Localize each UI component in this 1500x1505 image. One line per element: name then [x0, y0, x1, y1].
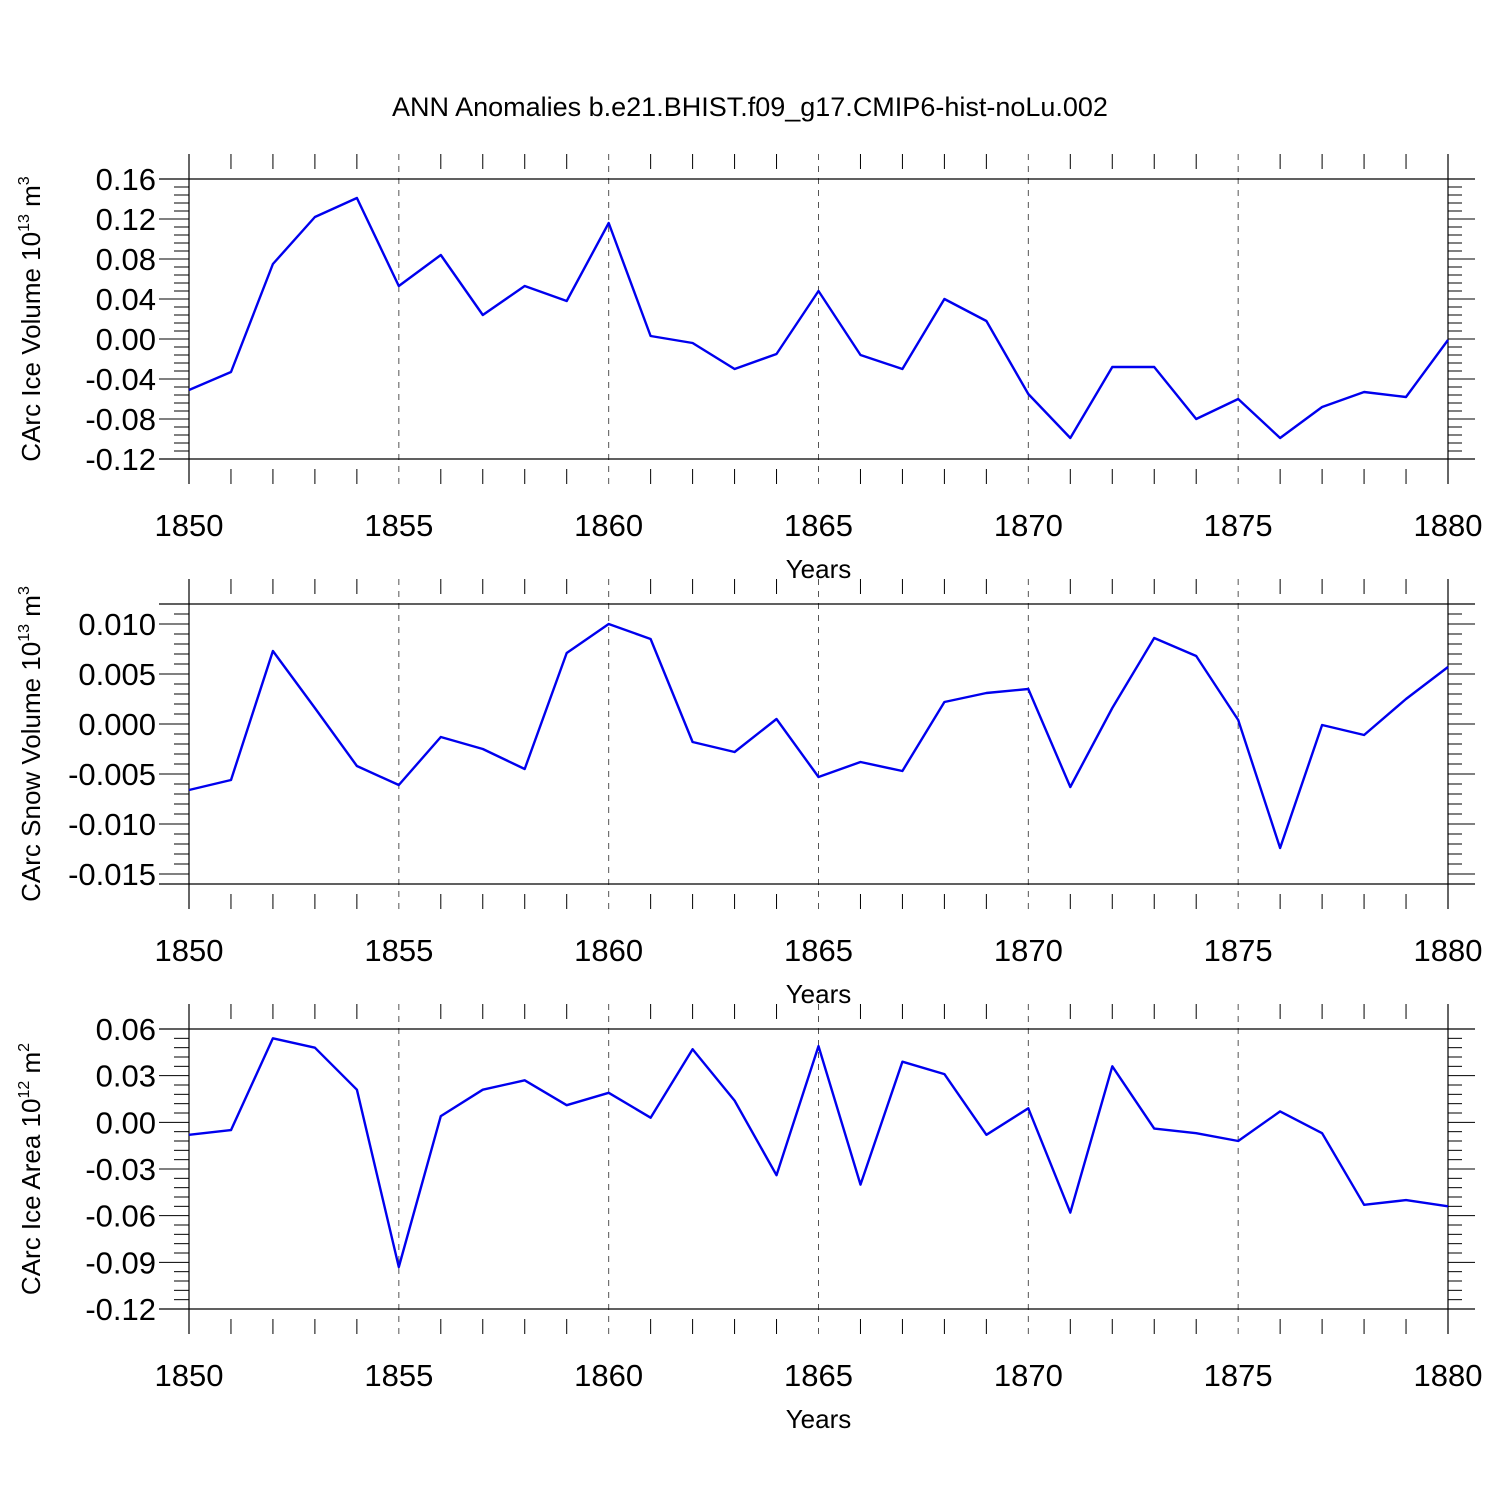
- x-tick-label: 1855: [364, 933, 433, 968]
- y-label-text: m: [16, 1052, 46, 1081]
- y-tick-label: 0.04: [96, 282, 156, 317]
- x-tick-label: 1870: [994, 508, 1063, 543]
- y-tick-label: 0.005: [78, 657, 156, 692]
- figure-title: ANN Anomalies b.e21.BHIST.f09_g17.CMIP6-…: [392, 92, 1108, 122]
- series-line: [188, 196, 1449, 440]
- y-tick-label: 0.08: [96, 242, 156, 277]
- y-tick-label: -0.015: [68, 857, 156, 892]
- y-label-superscript: 2: [16, 1043, 33, 1052]
- y-tick-label: -0.12: [85, 442, 156, 477]
- panels: 0.16 0.12 0.08 0.04 0.00 -0.04 -0.08 -0.12 1850 1…: [16, 154, 1482, 1434]
- x-tick-label: 1860: [574, 1358, 643, 1393]
- y-label-superscript: 3: [16, 586, 33, 595]
- y-axis-label: CArc Snow Volume 1013 m3: [16, 586, 46, 902]
- y-label-text: CArc Snow Volume 10: [16, 642, 46, 902]
- y-tick-label: -0.12: [85, 1292, 156, 1327]
- x-axis-label: Years: [786, 1404, 852, 1434]
- panel-3: 0.06 0.03 0.00 -0.03 -0.06 -0.09 -0.12 1850 1855…: [16, 1004, 1482, 1434]
- y-tick-label: 0.00: [96, 322, 156, 357]
- x-tick-label: 1880: [1414, 933, 1483, 968]
- x-tick-label: 1880: [1414, 508, 1483, 543]
- y-tick-label: 0.06: [96, 1012, 156, 1047]
- y-tick-label: -0.010: [68, 807, 156, 842]
- series-line: [188, 1037, 1449, 1269]
- x-tick-label: 1860: [574, 508, 643, 543]
- y-tick-label: -0.03: [85, 1152, 156, 1187]
- y-label-text: CArc Ice Volume 10: [16, 232, 46, 462]
- x-tick-label: 1875: [1204, 1358, 1273, 1393]
- y-tick-label: -0.09: [85, 1245, 156, 1280]
- y-label-text: m: [16, 595, 46, 624]
- y-tick-label: 0.000: [78, 707, 156, 742]
- y-axis-label: CArc Ice Area 1012 m2: [16, 1043, 46, 1295]
- y-tick-label: -0.08: [85, 402, 156, 437]
- y-label-superscript: 3: [16, 176, 33, 185]
- x-tick-label: 1850: [155, 933, 224, 968]
- y-label-superscript: 13: [16, 624, 33, 642]
- x-tick-label: 1875: [1204, 933, 1273, 968]
- y-label-superscript: 12: [16, 1081, 33, 1099]
- y-tick-label: 0.12: [96, 202, 156, 237]
- y-tick-label: -0.005: [68, 757, 156, 792]
- panel-1: 0.16 0.12 0.08 0.04 0.00 -0.04 -0.08 -0.12 1850 1…: [16, 154, 1482, 584]
- series-line: [188, 622, 1449, 850]
- x-tick-label: 1875: [1204, 508, 1273, 543]
- y-tick-label: 0.010: [78, 607, 156, 642]
- x-tick-label: 1860: [574, 933, 643, 968]
- x-tick-label: 1880: [1414, 1358, 1483, 1393]
- x-tick-label: 1855: [364, 1358, 433, 1393]
- y-label-text: m: [16, 185, 46, 214]
- x-tick-label: 1865: [784, 508, 853, 543]
- y-tick-label: -0.04: [85, 362, 156, 397]
- y-label-superscript: 13: [16, 214, 33, 232]
- y-tick-label: 0.00: [96, 1105, 156, 1140]
- y-label-text: CArc Ice Area 10: [16, 1099, 46, 1296]
- x-tick-label: 1870: [994, 933, 1063, 968]
- y-tick-label: -0.06: [85, 1199, 156, 1234]
- x-tick-label: 1850: [155, 508, 224, 543]
- y-tick-label: 0.16: [96, 162, 156, 197]
- x-tick-label: 1850: [155, 1358, 224, 1393]
- panel-2: 0.010 0.005 0.000 -0.005 -0.010 -0.015 1850 185…: [16, 579, 1482, 1009]
- y-tick-label: 0.03: [96, 1059, 156, 1094]
- x-tick-label: 1865: [784, 1358, 853, 1393]
- x-tick-label: 1870: [994, 1358, 1063, 1393]
- x-tick-label: 1865: [784, 933, 853, 968]
- x-tick-label: 1855: [364, 508, 433, 543]
- y-axis-label: CArc Ice Volume 1013 m3: [16, 176, 46, 461]
